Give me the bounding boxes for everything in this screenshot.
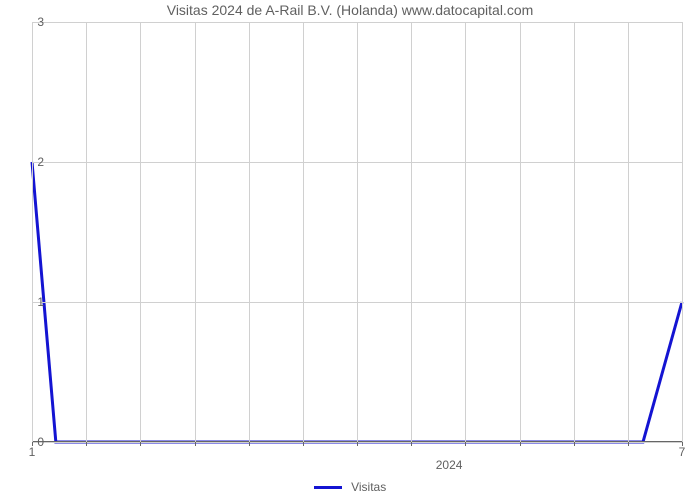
grid-line-v [195, 22, 196, 442]
chart-container: Visitas 2024 de A-Rail B.V. (Holanda) ww… [0, 0, 700, 500]
grid-line-v [574, 22, 575, 442]
legend: Visitas [0, 479, 700, 494]
grid-line-v [357, 22, 358, 442]
x-tick-mark [249, 442, 250, 446]
grid-line-v [682, 22, 683, 442]
grid-line-v [465, 22, 466, 442]
y-tick-label: 3 [37, 15, 44, 29]
x-tick-mark [520, 442, 521, 446]
x-tick-mark [628, 442, 629, 446]
x-tick-mark [574, 442, 575, 446]
x-tick-mark [357, 442, 358, 446]
grid-line-v [86, 22, 87, 442]
chart-title: Visitas 2024 de A-Rail B.V. (Holanda) ww… [0, 2, 700, 18]
plot-area [32, 22, 682, 442]
x-tick-label: 1 [29, 445, 36, 459]
grid-line-v [628, 22, 629, 442]
y-tick-label: 2 [37, 155, 44, 169]
grid-line-v [520, 22, 521, 442]
y-tick-label: 1 [37, 295, 44, 309]
legend-swatch [314, 486, 342, 489]
x-tick-mark [303, 442, 304, 446]
x-tick-mark [465, 442, 466, 446]
x-tick-label: 7 [679, 445, 686, 459]
grid-line-v [32, 22, 33, 442]
grid-line-v [303, 22, 304, 442]
grid-line-v [249, 22, 250, 442]
x-tick-mark [411, 442, 412, 446]
x-tick-mark [86, 442, 87, 446]
x-tick-mark [195, 442, 196, 446]
x-secondary-label: 2024 [436, 458, 463, 472]
legend-label: Visitas [351, 480, 386, 494]
grid-line-v [140, 22, 141, 442]
grid-line-v [411, 22, 412, 442]
x-tick-mark [140, 442, 141, 446]
y-tick-label: 0 [37, 435, 44, 449]
